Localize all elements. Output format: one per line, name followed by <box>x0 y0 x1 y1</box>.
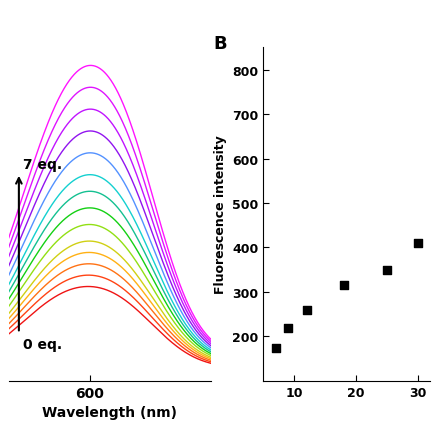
Point <box>382 267 389 274</box>
Point <box>303 307 310 314</box>
Text: 7 eq.: 7 eq. <box>23 157 62 171</box>
Text: B: B <box>213 35 226 53</box>
Point <box>339 282 346 289</box>
Point <box>413 240 420 247</box>
Point <box>272 344 279 351</box>
Text: 0 eq.: 0 eq. <box>23 337 62 351</box>
Y-axis label: Fluorescence intensity: Fluorescence intensity <box>213 135 226 294</box>
X-axis label: Wavelength (nm): Wavelength (nm) <box>42 406 177 420</box>
Point <box>284 324 291 331</box>
